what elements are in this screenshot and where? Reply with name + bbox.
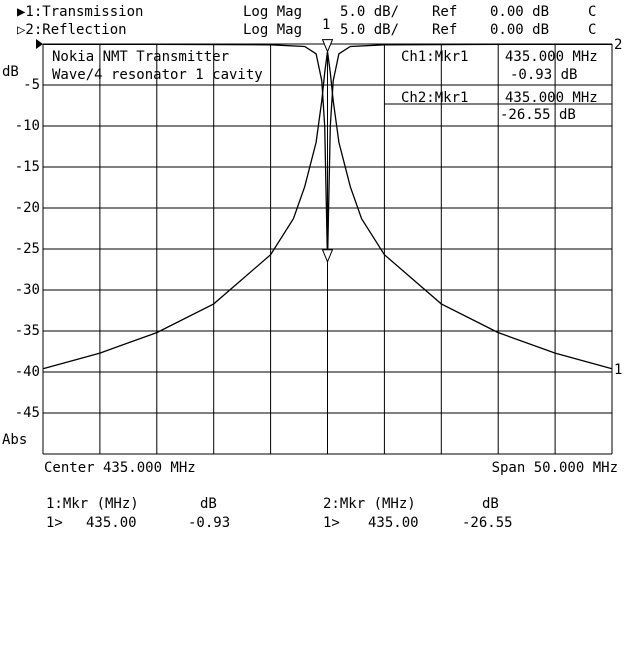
ch2-marker-label: Ch2:Mkr1: [401, 90, 469, 106]
ch1-marker-label: Ch1:Mkr1: [401, 49, 469, 65]
ch1-scale: 5.0 dB/: [340, 4, 400, 20]
table1-row-value: -0.93: [188, 515, 231, 531]
table1-row-freq: 435.00: [86, 515, 137, 531]
y-tick-label: -35: [14, 323, 40, 339]
y-tick-label: -15: [14, 159, 40, 175]
ch2-label[interactable]: ▷2:Reflection: [17, 22, 127, 38]
ch2-format: Log Mag: [243, 22, 303, 38]
y-tick-label: -40: [14, 364, 40, 380]
table1-header-mkr: 1:Mkr (MHz): [46, 496, 139, 512]
y-tick-label: -10: [14, 118, 40, 134]
title-line-1: Nokia NMT Transmitter: [52, 49, 230, 65]
y-tick-label: -25: [14, 241, 40, 257]
y-tick-label: -45: [14, 405, 40, 421]
ch1-label[interactable]: ▶1:Transmission: [17, 4, 144, 20]
y-tick-label: -20: [14, 200, 40, 216]
ch2-scale: 5.0 dB/: [340, 22, 400, 38]
center-frequency: Center 435.000 MHz: [44, 460, 196, 476]
ch2-ref: 0.00 dB: [490, 22, 550, 38]
ch2-marker-value: -26.55 dB: [500, 107, 576, 123]
reference-pointer-icon: [36, 39, 43, 49]
title-line-2: Wave/4 resonator 1 cavity: [52, 67, 263, 83]
ch2-flag: C: [588, 22, 597, 38]
ch2-ref-label: Ref: [432, 22, 458, 38]
y-tick-label: -30: [14, 282, 40, 298]
span-frequency: Span 50.000 MHz: [491, 460, 618, 476]
y-axis-unit: dB: [2, 64, 19, 80]
ch1-ref: 0.00 dB: [490, 4, 550, 20]
ch1-marker-freq: 435.000 MHz: [505, 49, 598, 65]
ch1-format: Log Mag: [243, 4, 303, 20]
marker-icon: [321, 39, 334, 53]
marker-icon: [321, 249, 334, 264]
y-tick-label: -5: [23, 77, 40, 93]
trace-1-end-label: 1: [614, 362, 623, 378]
marker-1-label: 1: [322, 17, 331, 33]
table2-header-unit: dB: [482, 496, 499, 512]
ch1-marker-value: -0.93 dB: [510, 67, 578, 83]
table2-row-freq: 435.00: [368, 515, 419, 531]
table2-row-id: 1>: [323, 515, 340, 531]
table1-header-unit: dB: [200, 496, 217, 512]
ch1-ref-label: Ref: [432, 4, 458, 20]
ch1-flag: C: [588, 4, 597, 20]
table2-header-mkr: 2:Mkr (MHz): [323, 496, 416, 512]
table1-row-id: 1>: [46, 515, 63, 531]
ch2-marker-freq: 435.000 MHz: [505, 90, 598, 106]
table2-row-value: -26.55: [462, 515, 513, 531]
trace-2-end-label: 2: [614, 37, 623, 53]
y-axis-abs: Abs: [2, 432, 28, 448]
